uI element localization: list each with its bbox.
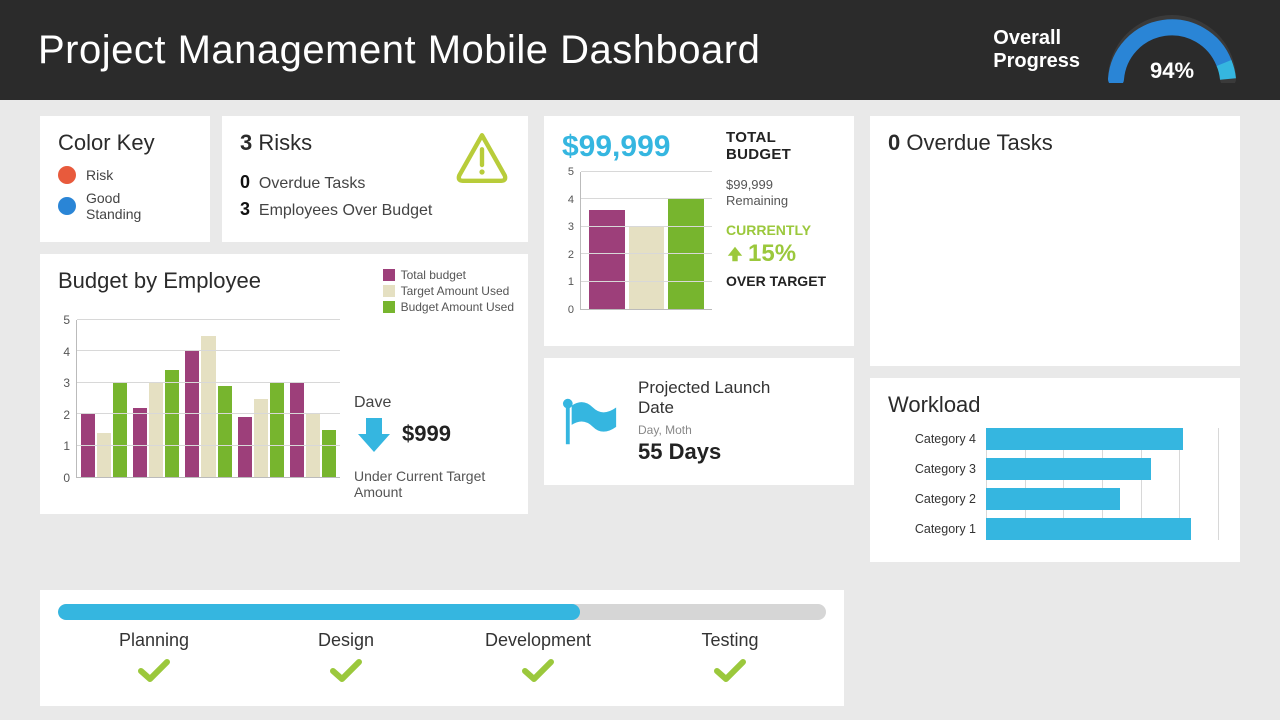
bar <box>238 417 252 477</box>
workload-bar <box>986 488 1120 510</box>
overdue-tasks-card: 0 Overdue Tasks <box>870 116 1240 366</box>
key-item-good: Good Standing <box>58 190 192 222</box>
budget-legend: Total budget Target Amount Used Budget A… <box>383 266 514 316</box>
callout-amount: $999 <box>402 421 451 447</box>
workload-row: Category 3 <box>888 458 1222 480</box>
bar <box>113 383 127 477</box>
workload-label: Category 1 <box>888 522 976 536</box>
bar <box>149 383 163 477</box>
workload-bar <box>986 518 1191 540</box>
bar-group <box>290 320 336 477</box>
workload-row: Category 4 <box>888 428 1222 450</box>
launch-title: Projected Launch Date <box>638 378 778 417</box>
launch-date-card: Projected Launch Date Day, Moth 55 Days <box>544 358 854 485</box>
page-title: Project Management Mobile Dashboard <box>38 28 760 73</box>
phase-item: Design <box>250 630 442 688</box>
over-target-label: OVER TARGET <box>726 274 836 289</box>
total-budget-card: $99,999 012345 TOTAL BUDGET $99,999 Rema… <box>544 116 854 346</box>
phase-label: Development <box>442 630 634 651</box>
workload-label: Category 3 <box>888 462 976 476</box>
phase-item: Planning <box>58 630 250 688</box>
check-icon <box>714 659 746 683</box>
phase-label: Design <box>250 630 442 651</box>
workload-card: Workload Category 4 Category 3 Category 2 C… <box>870 378 1240 562</box>
overall-gauge: 94% <box>1102 13 1242 88</box>
launch-subtitle: Day, Moth <box>638 423 778 437</box>
overall-label: Overall Progress <box>993 27 1080 73</box>
currently-label: CURRENTLY <box>726 222 836 238</box>
bar-group <box>81 320 127 477</box>
callout-subtext: Under Current Target Amount <box>354 468 514 500</box>
risks-card: 3 Risks 0 Overdue Tasks 3 Employees Over… <box>222 116 528 242</box>
color-key-title: Color Key <box>58 130 192 156</box>
phase-item: Testing <box>634 630 826 688</box>
overall-progress: Overall Progress 94% <box>993 13 1242 88</box>
warning-icon <box>454 130 510 186</box>
callout-name: Dave <box>354 394 514 412</box>
bar <box>201 336 215 477</box>
progress-fill <box>58 604 580 620</box>
over-target-pct: 15% <box>726 240 836 268</box>
bar-group <box>185 320 231 477</box>
budget-callout: Dave $999 Under Current Target Amount <box>354 394 514 500</box>
check-icon <box>138 659 170 683</box>
flag-icon <box>562 397 620 447</box>
phases-card: PlanningDesignDevelopmentTesting <box>40 590 844 706</box>
total-budget-chart: 012345 <box>562 172 712 332</box>
bar <box>629 227 665 309</box>
remaining: $99,999 Remaining <box>726 177 836 208</box>
overdue-title: 0 Overdue Tasks <box>888 130 1222 156</box>
risks-title: 3 Risks <box>240 130 432 156</box>
bar <box>254 399 268 478</box>
budget-by-employee-card: Budget by Employee Total budget Target A… <box>40 254 528 514</box>
bar <box>185 351 199 477</box>
workload-row: Category 1 <box>888 518 1222 540</box>
bar <box>165 370 179 477</box>
workload-row: Category 2 <box>888 488 1222 510</box>
bar <box>668 199 704 309</box>
key-item-risk: Risk <box>58 166 192 184</box>
workload-title: Workload <box>888 392 1222 418</box>
phase-item: Development <box>442 630 634 688</box>
bar <box>290 383 304 477</box>
workload-bar <box>986 428 1183 450</box>
budget-chart: 012345 <box>54 320 340 500</box>
check-icon <box>522 659 554 683</box>
bar <box>97 433 111 477</box>
total-budget-heading: TOTAL BUDGET <box>726 130 836 163</box>
key-label: Good Standing <box>86 190 176 222</box>
progress-track <box>58 604 826 620</box>
workload-label: Category 2 <box>888 492 976 506</box>
workload-bar <box>986 458 1151 480</box>
header: Project Management Mobile Dashboard Over… <box>0 0 1280 100</box>
check-icon <box>330 659 362 683</box>
workload-label: Category 4 <box>888 432 976 446</box>
launch-days: 55 Days <box>638 439 778 465</box>
bar <box>133 408 147 477</box>
risks-line: 3 Employees Over Budget <box>240 199 432 220</box>
total-budget-amount: $99,999 <box>562 130 712 164</box>
arrow-up-icon <box>726 245 744 263</box>
bar-group <box>133 320 179 477</box>
bar <box>322 430 336 477</box>
color-key-card: Color Key Risk Good Standing <box>40 116 210 242</box>
bar-group <box>238 320 284 477</box>
overall-pct: 94% <box>1102 58 1242 84</box>
phase-label: Planning <box>58 630 250 651</box>
risks-line: 0 Overdue Tasks <box>240 172 432 193</box>
dot-good-icon <box>58 197 76 215</box>
bar <box>270 383 284 477</box>
phase-label: Testing <box>634 630 826 651</box>
key-label: Risk <box>86 167 113 183</box>
dot-risk-icon <box>58 166 76 184</box>
bar <box>218 386 232 477</box>
arrow-down-icon <box>354 414 394 454</box>
